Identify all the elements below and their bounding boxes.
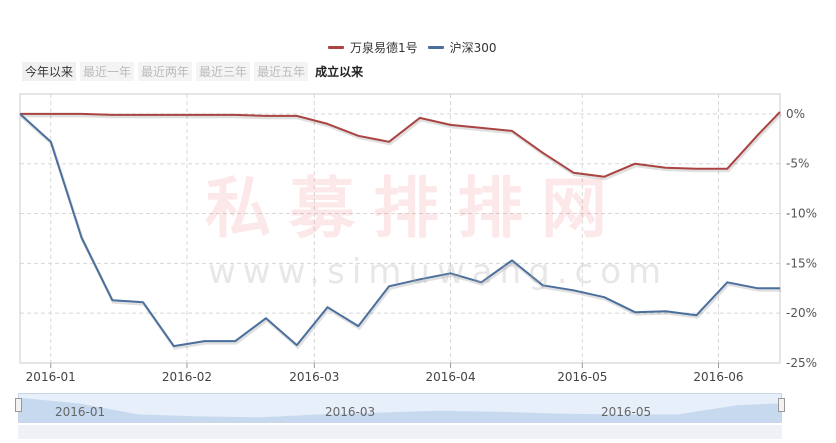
range-ytd-button[interactable]: 今年以来 [22, 62, 77, 81]
navigator-label: 2016-01 [55, 405, 106, 419]
navigator-mini-chart [19, 397, 781, 422]
legend-label-fund: 万泉易德1号 [350, 40, 418, 55]
legend-item-index[interactable]: 沪深300 [427, 39, 497, 56]
x-tick-label: 2016-03 [289, 370, 339, 384]
fund-line[interactable] [20, 111, 781, 178]
navigator-label: 2016-05 [601, 405, 652, 419]
x-tick-label: 2016-01 [26, 370, 76, 384]
y-tick-label: -5% [786, 157, 809, 171]
chart-legend: 万泉易德1号 沪深300 [328, 38, 497, 56]
x-tick-label: 2016-05 [557, 370, 607, 384]
legend-swatch-index [427, 45, 444, 49]
plot-frame [19, 93, 781, 364]
x-tick-label: 2016-04 [425, 370, 475, 384]
tick-labels: 0% -5% -10% -15% -20% -25% 2016-01 2016-02 2016-… [26, 107, 817, 384]
navigator-scrollbar[interactable] [18, 425, 782, 439]
fund-line-shadow [21, 112, 783, 181]
axes [19, 93, 781, 368]
legend-label-index: 沪深300 [449, 40, 497, 55]
legend-swatch-fund [328, 45, 344, 49]
range-1y-button[interactable]: 最近一年 [80, 62, 135, 81]
range-navigator[interactable]: 2016-01 2016-03 2016-05 [15, 393, 785, 423]
x-tick-label: 2016-06 [693, 370, 743, 384]
y-tick-label: -15% [786, 256, 817, 270]
range-3y-button[interactable]: 最近三年 [196, 62, 251, 81]
range-inception-button[interactable]: 成立以来 [315, 65, 364, 79]
legend-item-fund[interactable]: 万泉易德1号 [328, 39, 418, 56]
x-tick-label: 2016-02 [162, 370, 212, 384]
series-layer [19, 111, 783, 350]
navigator-label: 2016-03 [325, 405, 376, 419]
index-line[interactable] [19, 113, 780, 348]
range-selector: 今年以来 最近一年 最近两年 最近三年 最近五年 成立以来 [22, 62, 366, 81]
y-tick-label: -25% [786, 356, 817, 370]
y-tick-label: 0% [786, 107, 805, 121]
y-tick-label: -20% [786, 306, 817, 320]
navigator-left-handle[interactable] [15, 398, 22, 412]
y-tick-label: -10% [786, 207, 817, 221]
range-2y-button[interactable]: 最近两年 [138, 62, 193, 81]
navigator-right-handle[interactable] [778, 398, 785, 412]
range-5y-button[interactable]: 最近五年 [254, 62, 309, 81]
